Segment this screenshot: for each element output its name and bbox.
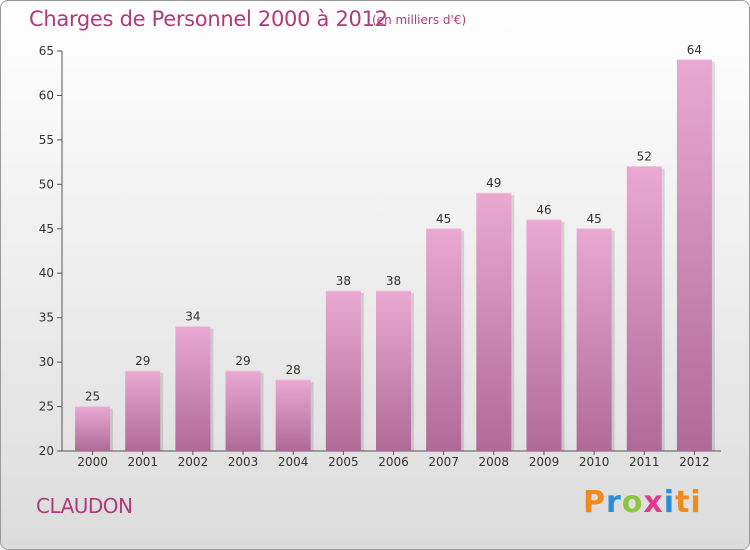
x-tick-label: 2006 xyxy=(378,455,409,469)
y-tick-label: 40 xyxy=(39,266,54,280)
bar-value-label: 64 xyxy=(687,43,702,57)
x-tick-label: 2000 xyxy=(77,455,108,469)
bar-2008 xyxy=(476,193,512,451)
bar-2011 xyxy=(626,166,662,452)
y-tick-label: 65 xyxy=(39,44,54,58)
bar-value-label: 25 xyxy=(85,390,100,404)
x-tick-label: 2008 xyxy=(479,455,510,469)
x-tick-label: 2001 xyxy=(127,455,158,469)
bar-2012 xyxy=(676,59,712,452)
bar-value-label: 38 xyxy=(386,274,401,288)
y-tick-label: 55 xyxy=(39,133,54,147)
bar-value-label: 29 xyxy=(135,354,150,368)
bar-value-label: 52 xyxy=(637,150,652,164)
y-tick-label: 20 xyxy=(39,444,54,458)
bar-2001 xyxy=(125,371,161,451)
bar-value-label: 38 xyxy=(336,274,351,288)
x-tick-label: 2010 xyxy=(579,455,610,469)
x-tick-label: 2009 xyxy=(529,455,560,469)
bars: 25 29 34 29 28 38 38 45 49 46 45 52 64 xyxy=(75,43,715,452)
y-tick-label: 45 xyxy=(39,222,54,236)
bar-2005 xyxy=(325,291,361,451)
bar-value-label: 28 xyxy=(286,363,301,377)
bar-2009 xyxy=(526,219,562,451)
bar-2003 xyxy=(225,371,261,451)
x-tick-label: 2004 xyxy=(278,455,309,469)
y-tick-label: 30 xyxy=(39,355,54,369)
x-tick-label: 2003 xyxy=(228,455,259,469)
y-tick-label: 60 xyxy=(39,88,54,102)
bar-2006 xyxy=(376,291,411,451)
commune-name: CLAUDON xyxy=(36,494,133,518)
bar-value-label: 45 xyxy=(586,212,601,226)
chart-title: Charges de Personnel 2000 à 2012 xyxy=(29,7,388,31)
bar-2000 xyxy=(75,406,111,451)
bar-2004 xyxy=(275,379,311,451)
chart-subtitle: (en milliers d'€) xyxy=(372,13,467,27)
bar-value-label: 45 xyxy=(436,212,451,226)
bar-value-label: 29 xyxy=(235,354,250,368)
x-tick-label: 2011 xyxy=(629,455,660,469)
proxiti-logo: Proxiti xyxy=(583,485,702,520)
y-tick-label: 25 xyxy=(39,400,54,414)
x-tick-label: 2012 xyxy=(679,455,710,469)
y-tick-label: 35 xyxy=(39,311,54,325)
x-tick-label: 2002 xyxy=(178,455,209,469)
bar-2002 xyxy=(175,326,211,451)
bar-2007 xyxy=(426,228,462,451)
bar-value-label: 46 xyxy=(536,203,551,217)
bar-2010 xyxy=(576,228,612,451)
y-tick-label: 50 xyxy=(39,177,54,191)
axes: 20 25 30 35 40 45 50 55 60 65 2000 2001 2002 2003 2004… xyxy=(39,44,721,469)
x-tick-label: 2007 xyxy=(428,455,459,469)
bar-value-label: 34 xyxy=(185,310,200,324)
x-tick-label: 2005 xyxy=(328,455,359,469)
bar-value-label: 49 xyxy=(486,176,501,190)
